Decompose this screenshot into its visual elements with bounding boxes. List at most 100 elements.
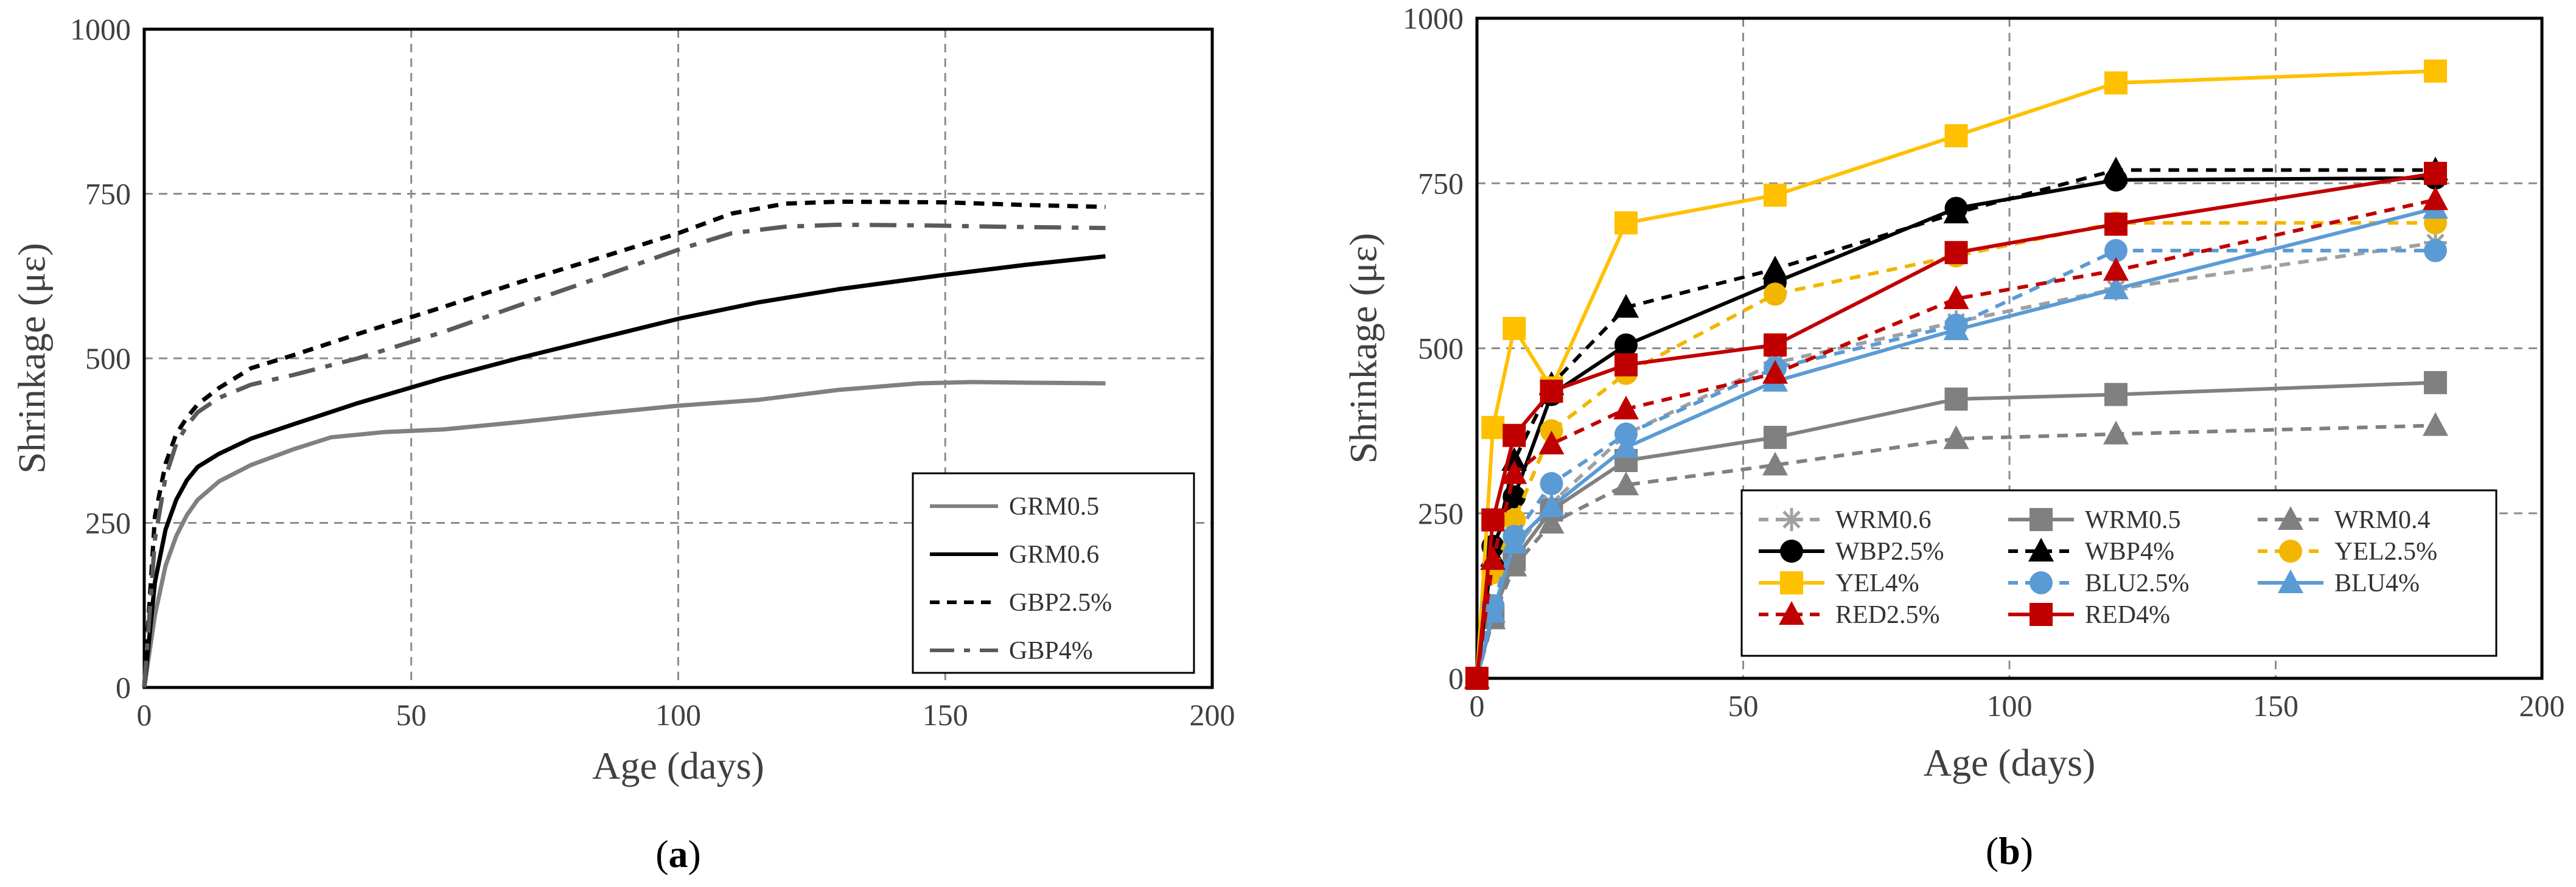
data-point-red4pct (1944, 241, 1968, 265)
series-line-grm0-5 (142, 380, 1106, 688)
data-point-yel4pct (2424, 59, 2447, 83)
data-point-blu4pct (2103, 275, 2129, 299)
x-axis-title: Age (days) (592, 744, 764, 787)
legend-marker (2278, 569, 2303, 593)
data-point-red2-5pct (2423, 186, 2448, 210)
legend-item-wbp4pct: WBP4% (2008, 538, 2174, 566)
x-tick-label: 150 (2253, 689, 2299, 723)
legend-label: WBP2.5% (1835, 538, 1944, 566)
data-point-wrm0-5 (2424, 370, 2447, 394)
x-tick-label: 200 (1190, 698, 1235, 732)
legend-label: RED4% (2085, 601, 2170, 629)
legend-label: WRM0.6 (1835, 506, 1932, 534)
series-line-gbp4pct (142, 222, 1106, 688)
y-tick-label: 0 (116, 670, 131, 704)
legend-item-blu2-5pct: BLU2.5% (2008, 569, 2190, 597)
legend-marker (2028, 538, 2054, 562)
legend-label: WRM0.4 (2334, 506, 2431, 534)
data-point-wbp4pct (2103, 156, 2129, 181)
legend-item-wrm0-6: WRM0.6 (1759, 506, 1932, 534)
series-line-grm0-6 (142, 254, 1106, 688)
plot-frame (1475, 16, 2544, 680)
data-point-blu4pct (1613, 434, 1639, 458)
series-grm0-6 (142, 254, 1106, 688)
legend-box (1740, 489, 2497, 657)
panel-label: (b) (1986, 829, 2033, 872)
y-tick-label: 500 (1418, 332, 1464, 366)
y-tick-label: 250 (1418, 496, 1464, 530)
data-point-yel2-5pct (1764, 282, 1787, 306)
y-tick-label: 1000 (1403, 1, 1464, 35)
data-point-blu2-5pct (2104, 238, 2127, 262)
y-tick-label: 750 (1418, 166, 1464, 200)
y-tick-label: 500 (85, 341, 131, 375)
legend-item-red4pct: RED4% (2008, 601, 2170, 629)
legend-marker (2030, 508, 2053, 531)
legend-label: BLU2.5% (2085, 569, 2190, 597)
series-red4pct (1465, 161, 2447, 690)
data-point-red2-5pct (1538, 430, 1565, 454)
x-axis-title: Age (days) (1924, 741, 2096, 784)
data-point-red2-5pct (2103, 257, 2129, 281)
x-tick-label: 0 (1470, 689, 1485, 723)
data-point-blu2-5pct (2424, 238, 2447, 262)
legend-label: WRM0.5 (2085, 506, 2181, 534)
legend-label: GRM0.5 (1009, 493, 1099, 521)
data-point-yel4pct (1944, 124, 1968, 148)
data-point-wrm0-4 (1501, 552, 1527, 577)
legend-item-gbp4pct: GBP4% (930, 637, 1093, 665)
x-tick-label: 0 (137, 698, 152, 732)
series-gbp4pct (142, 222, 1106, 688)
y-axis-title: Shrinkage (με) (10, 243, 54, 473)
legend-item-yel4pct: YEL4% (1759, 569, 1919, 597)
data-point-wrm0-4 (1943, 425, 1969, 450)
data-point-yel4pct (1503, 316, 1526, 340)
legend-label: YEL2.5% (2334, 538, 2437, 566)
data-point-red4pct (2104, 212, 2127, 236)
data-point-red2-5pct (1762, 360, 1788, 384)
legend-marker (2279, 540, 2302, 563)
legend-label: YEL4% (1835, 569, 1919, 597)
legend-item-grm0-6: GRM0.6 (930, 541, 1099, 569)
data-point-wbp2-5pct (1614, 333, 1638, 357)
data-point-red4pct (1481, 508, 1505, 532)
legend-marker (2030, 603, 2053, 626)
legend-marker (1779, 601, 1804, 625)
legend-item-gbp2-5pct: GBP2.5% (930, 589, 1112, 617)
data-point-yel4pct (1481, 416, 1505, 439)
data-point-red2-5pct (1943, 285, 1969, 310)
data-point-red4pct (1503, 423, 1526, 447)
legend-label: GRM0.6 (1009, 541, 1099, 569)
x-tick-label: 50 (396, 698, 427, 732)
legend-item-blu4pct: BLU4% (2258, 569, 2420, 597)
data-point-wrm0-5 (1764, 425, 1787, 449)
y-tick-label: 0 (1448, 661, 1464, 695)
data-point-blu2-5pct (1540, 471, 1563, 495)
data-point-blu4pct (1538, 493, 1565, 517)
x-tick-label: 150 (923, 698, 968, 732)
legend-marker (1780, 571, 1803, 594)
series-line-wrm0-6 (1475, 240, 2436, 679)
legend-item-red2-5pct: RED2.5% (1759, 601, 1940, 629)
data-point-red4pct (1465, 667, 1489, 690)
x-tick-label: 50 (1728, 689, 1759, 723)
data-point-wbp4pct (1943, 200, 1969, 224)
data-point-wrm0-4 (2423, 412, 2448, 436)
y-axis-title: Shrinkage (με) (1342, 233, 1385, 464)
x-tick-label: 200 (2519, 689, 2565, 723)
legend-marker (1780, 508, 1803, 531)
legend-item-wbp2-5pct: WBP2.5% (1759, 538, 1944, 566)
series-gbp2-5pct (142, 200, 1106, 688)
data-point-wrm0-4 (1538, 510, 1565, 534)
legend-marker (2030, 571, 2053, 594)
y-tick-label: 1000 (70, 12, 131, 46)
legend: GRM0.5 GRM0.6 GBP2.5% GBP4% (912, 472, 1195, 674)
legend-label: GBP2.5% (1009, 589, 1112, 617)
data-point-red2-5pct (1613, 395, 1639, 420)
legend-label: WBP4% (2085, 538, 2174, 566)
chart-panel-a: 0 50 100 150 200 0 250 500 750 1000 Age (days) Shri… (10, 12, 1235, 875)
y-tick-label: 750 (85, 177, 131, 211)
data-point-wrm0-4 (1613, 471, 1639, 496)
data-point-red4pct (1614, 353, 1638, 377)
